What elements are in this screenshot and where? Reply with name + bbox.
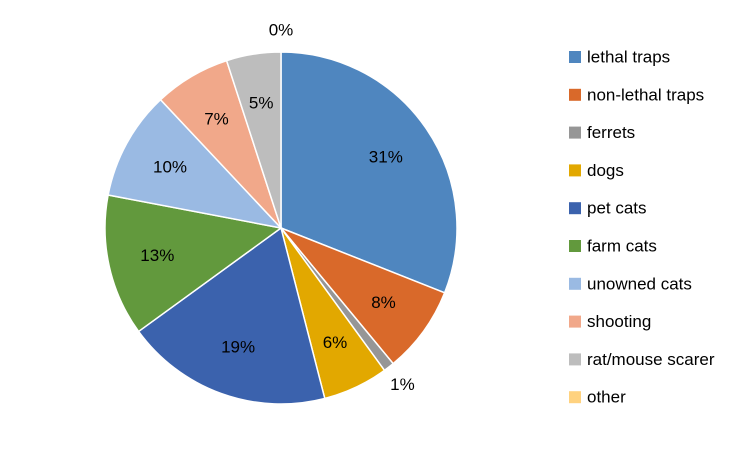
pie-slice-farm-cats: [104, 194, 283, 333]
pie-slice-unowned-cats: [107, 98, 284, 230]
legend-label-other: other: [587, 388, 626, 407]
pie-slice-pet-cats: [137, 226, 326, 405]
pie-slice-rat-mouse-scarer: [225, 51, 282, 229]
legend-swatch-shooting: [569, 315, 581, 328]
pie-slices: [104, 51, 458, 405]
legend-swatch-other: [569, 391, 581, 404]
legend-label-dogs: dogs: [587, 161, 624, 180]
legend-swatch-pet-cats: [569, 202, 581, 215]
data-label-farm-cats: 13%: [140, 246, 174, 265]
legend-label-unowned-cats: unowned cats: [587, 274, 692, 293]
legend-swatch-rat-mouse-scarer: [569, 353, 581, 366]
pie-slice-lethal-traps: [280, 51, 458, 294]
legend: lethal traps non-lethal traps ferrets dogs p…: [569, 48, 715, 407]
legend-swatch-lethal-traps: [569, 51, 581, 63]
data-label-shooting: 7%: [204, 109, 229, 128]
legend-swatch-farm-cats: [569, 240, 581, 252]
data-label-non-lethal-traps: 8%: [371, 293, 396, 312]
data-label-pet-cats: 19%: [221, 338, 255, 357]
data-label-ferrets: 1%: [390, 375, 415, 394]
pie-data-labels: 31% 8% 1% 6% 19% 13% 10% 7% 5% 0%: [140, 21, 414, 395]
data-label-rat-mouse-scarer: 5%: [249, 93, 274, 112]
legend-label-rat-mouse-scarer: rat/mouse scarer: [587, 350, 715, 369]
legend-label-farm-cats: farm cats: [587, 237, 657, 256]
legend-label-lethal-traps: lethal traps: [587, 48, 670, 67]
pie-slice-non-lethal-traps: [280, 227, 446, 365]
data-label-lethal-traps: 31%: [369, 147, 403, 166]
legend-label-shooting: shooting: [587, 312, 651, 331]
legend-swatch-dogs: [569, 164, 581, 177]
data-label-other: 0%: [269, 21, 294, 40]
legend-swatch-non-lethal-traps: [569, 88, 581, 101]
legend-label-pet-cats: pet cats: [587, 199, 647, 218]
data-label-dogs: 6%: [323, 333, 348, 352]
legend-label-non-lethal-traps: non-lethal traps: [587, 85, 704, 104]
legend-swatch-unowned-cats: [569, 277, 581, 290]
legend-label-ferrets: ferrets: [587, 123, 635, 142]
legend-swatch-ferrets: [569, 126, 581, 139]
data-label-unowned-cats: 10%: [153, 158, 187, 177]
